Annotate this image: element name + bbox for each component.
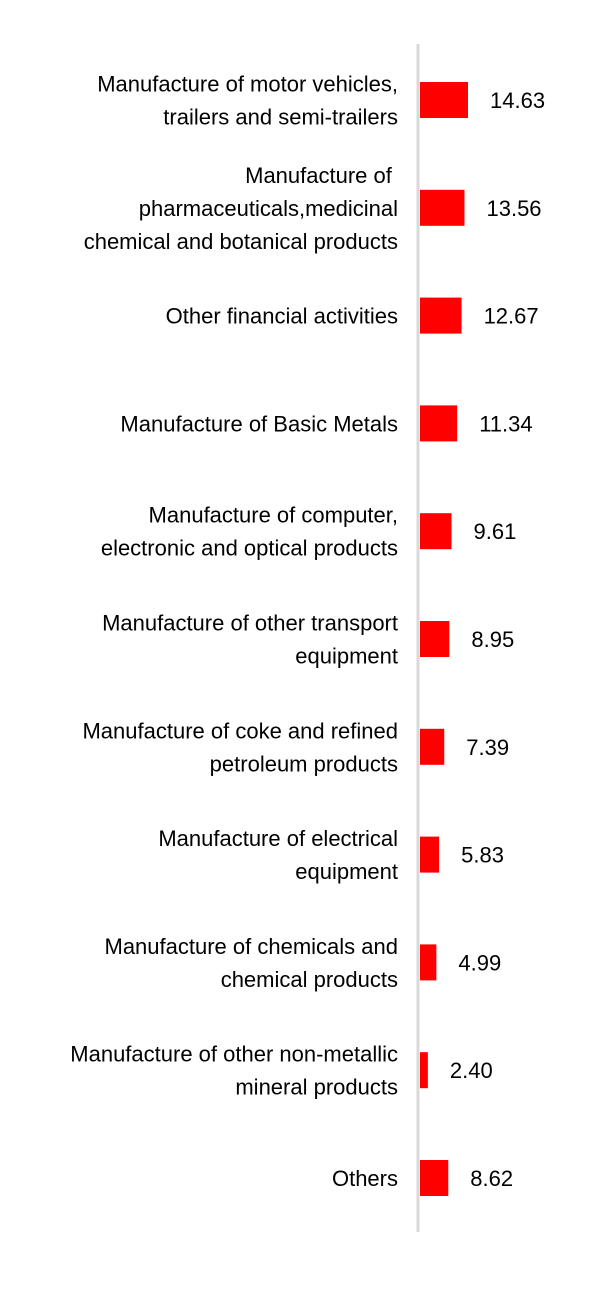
category-label-line: equipment — [295, 859, 398, 884]
category-label: Manufacture of electrical equipment — [158, 826, 398, 884]
bar — [420, 944, 437, 981]
category-label-line: equipment — [295, 644, 398, 669]
bar — [420, 621, 450, 657]
category-label: Manufacture of chemicals and chemical pro… — [105, 934, 399, 992]
category-label: Manufacture of pharmaceuticals,medicinal… — [84, 163, 398, 254]
category-label-line: chemical products — [221, 967, 398, 992]
category-label-line: Manufacture of other transport — [102, 611, 398, 636]
category-label: Manufacture of other transport equipment — [102, 611, 398, 669]
category-label-line: mineral products — [235, 1075, 398, 1100]
data-label: 4.99 — [458, 950, 501, 975]
data-labels-layer: 14.63 13.56 12.67 11.34 9.61 8.95 7.39 5.83 4.99… — [450, 88, 545, 1191]
data-label: 8.62 — [470, 1166, 513, 1191]
category-label-line: Manufacture of coke and refined — [82, 718, 398, 743]
category-label-line: Manufacture of — [245, 163, 398, 188]
category-labels-layer: Manufacture of motor vehicles, trailers a… — [70, 72, 398, 1192]
bar — [420, 82, 468, 118]
category-label-line: electronic and optical products — [101, 536, 398, 561]
category-label: Manufacture of motor vehicles, trailers a… — [97, 72, 398, 130]
bar — [420, 1160, 449, 1196]
category-label-line: Others — [332, 1166, 398, 1191]
category-label: Manufacture of coke and refined petroleum… — [82, 718, 398, 776]
bar — [420, 836, 440, 873]
category-label-line: petroleum products — [210, 751, 398, 776]
category-label-line: trailers and semi-trailers — [163, 105, 398, 130]
bar — [420, 297, 462, 334]
category-label-line: Manufacture of chemicals and — [105, 934, 399, 959]
bar — [420, 405, 458, 442]
data-label: 14.63 — [490, 88, 545, 113]
data-label: 8.95 — [471, 627, 514, 652]
category-label: Others — [332, 1166, 398, 1191]
data-label: 11.34 — [479, 411, 532, 436]
category-label-line: Manufacture of computer, — [149, 503, 398, 528]
category-label: Manufacture of Basic Metals — [120, 411, 398, 436]
bars-layer — [420, 82, 468, 1196]
category-label-line: pharmaceuticals,medicinal — [139, 196, 398, 221]
bar — [420, 189, 465, 226]
category-label-line: Manufacture of electrical — [158, 826, 398, 851]
data-label: 7.39 — [466, 735, 509, 760]
data-label: 5.83 — [461, 843, 504, 868]
data-label: 2.40 — [450, 1058, 493, 1083]
data-label: 13.56 — [486, 196, 541, 221]
category-label-line: Other financial activities — [166, 304, 398, 329]
category-label-line: Manufacture of Basic Metals — [120, 411, 398, 436]
bar — [420, 513, 452, 550]
category-label-line: chemical and botanical products — [84, 229, 398, 254]
data-label: 12.67 — [484, 304, 539, 329]
category-label: Other financial activities — [166, 304, 398, 329]
data-label: 9.61 — [474, 519, 517, 544]
bar — [420, 728, 445, 765]
bar — [420, 1052, 428, 1089]
category-label-line: Manufacture of motor vehicles, — [97, 72, 398, 97]
category-label-line: Manufacture of other non-metallic — [70, 1042, 398, 1067]
category-label: Manufacture of other non-metallic mineral… — [70, 1042, 398, 1100]
category-label: Manufacture of computer, electronic and o… — [101, 503, 398, 561]
